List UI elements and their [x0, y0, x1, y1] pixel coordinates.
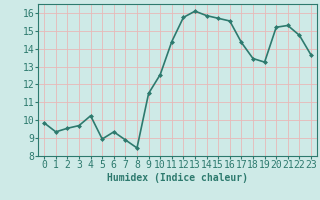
- X-axis label: Humidex (Indice chaleur): Humidex (Indice chaleur): [107, 173, 248, 183]
